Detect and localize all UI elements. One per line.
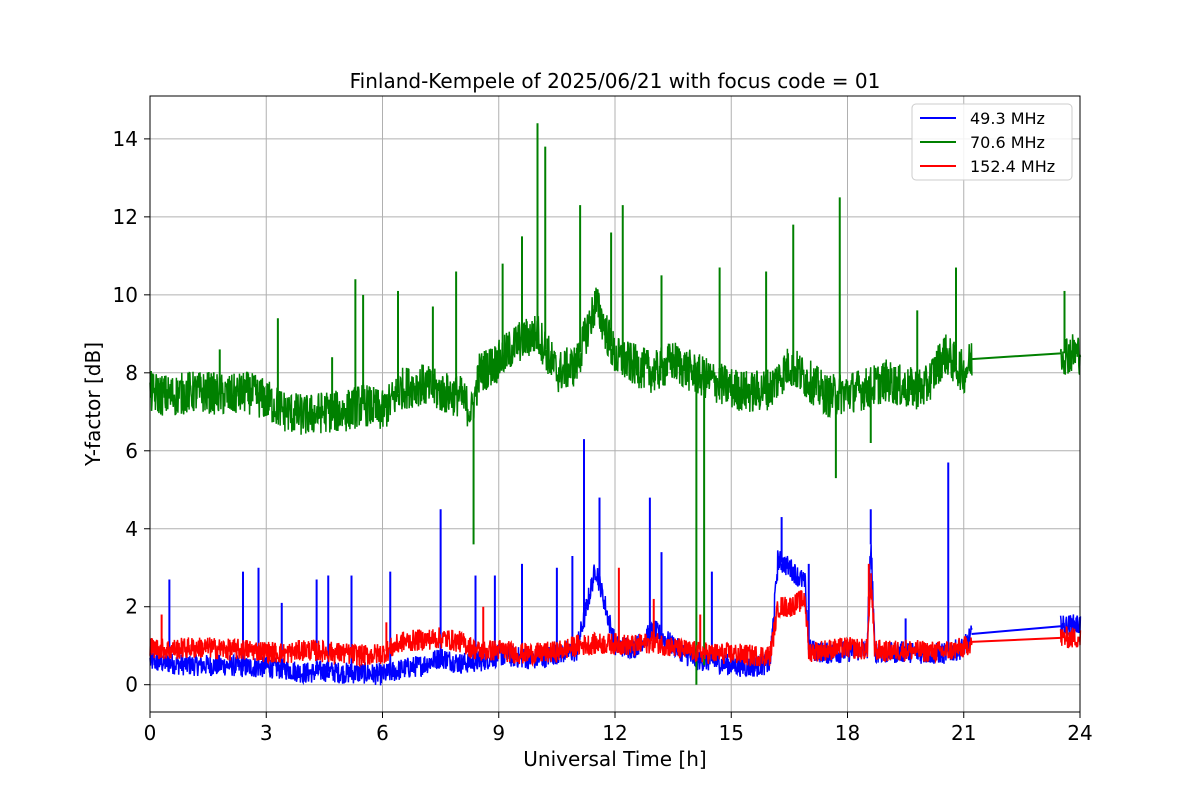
x-tick-label: 18	[835, 721, 860, 745]
y-tick-label: 10	[113, 283, 138, 307]
x-tick-label: 24	[1067, 721, 1092, 745]
x-tick-label: 9	[492, 721, 505, 745]
y-tick-label: 12	[113, 205, 138, 229]
series-line	[1059, 614, 1082, 638]
legend-box	[911, 103, 1073, 181]
x-tick-label: 12	[602, 721, 627, 745]
x-axis-label: Universal Time [h]	[523, 747, 706, 771]
series-line	[149, 573, 973, 669]
gap-connector	[971, 625, 1061, 636]
x-tick-label: 15	[719, 721, 744, 745]
gap-connector	[971, 636, 1061, 643]
gap-connector	[971, 352, 1061, 361]
y-tick-label: 8	[125, 361, 138, 385]
y-tick-label: 4	[125, 517, 138, 541]
legend-label: 49.3 MHz	[970, 109, 1045, 128]
series-line	[1059, 334, 1082, 375]
series-line	[149, 287, 973, 435]
y-tick-label: 14	[113, 127, 138, 151]
series-2	[149, 563, 1082, 669]
legend-label: 152.4 MHz	[970, 157, 1055, 176]
series-1	[149, 123, 1082, 685]
y-tick-label: 6	[125, 439, 138, 463]
x-tick-label: 6	[376, 721, 389, 745]
y-tick-label: 2	[125, 595, 138, 619]
y-axis-label: Y-factor [dB]	[81, 342, 105, 467]
x-tick-label: 3	[260, 721, 273, 745]
legend-label: 70.6 MHz	[970, 133, 1045, 152]
series-lines	[149, 123, 1082, 686]
series-0	[149, 439, 1082, 686]
x-tick-label: 0	[144, 721, 157, 745]
chart-title: Finland-Kempele of 2025/06/21 with focus…	[350, 69, 881, 93]
series-line	[1059, 626, 1082, 649]
legend: 49.3 MHz 70.6 MHz 152.4 MHz	[911, 103, 1073, 181]
x-tick-label: 21	[951, 721, 976, 745]
y-tick-label: 0	[125, 673, 138, 697]
